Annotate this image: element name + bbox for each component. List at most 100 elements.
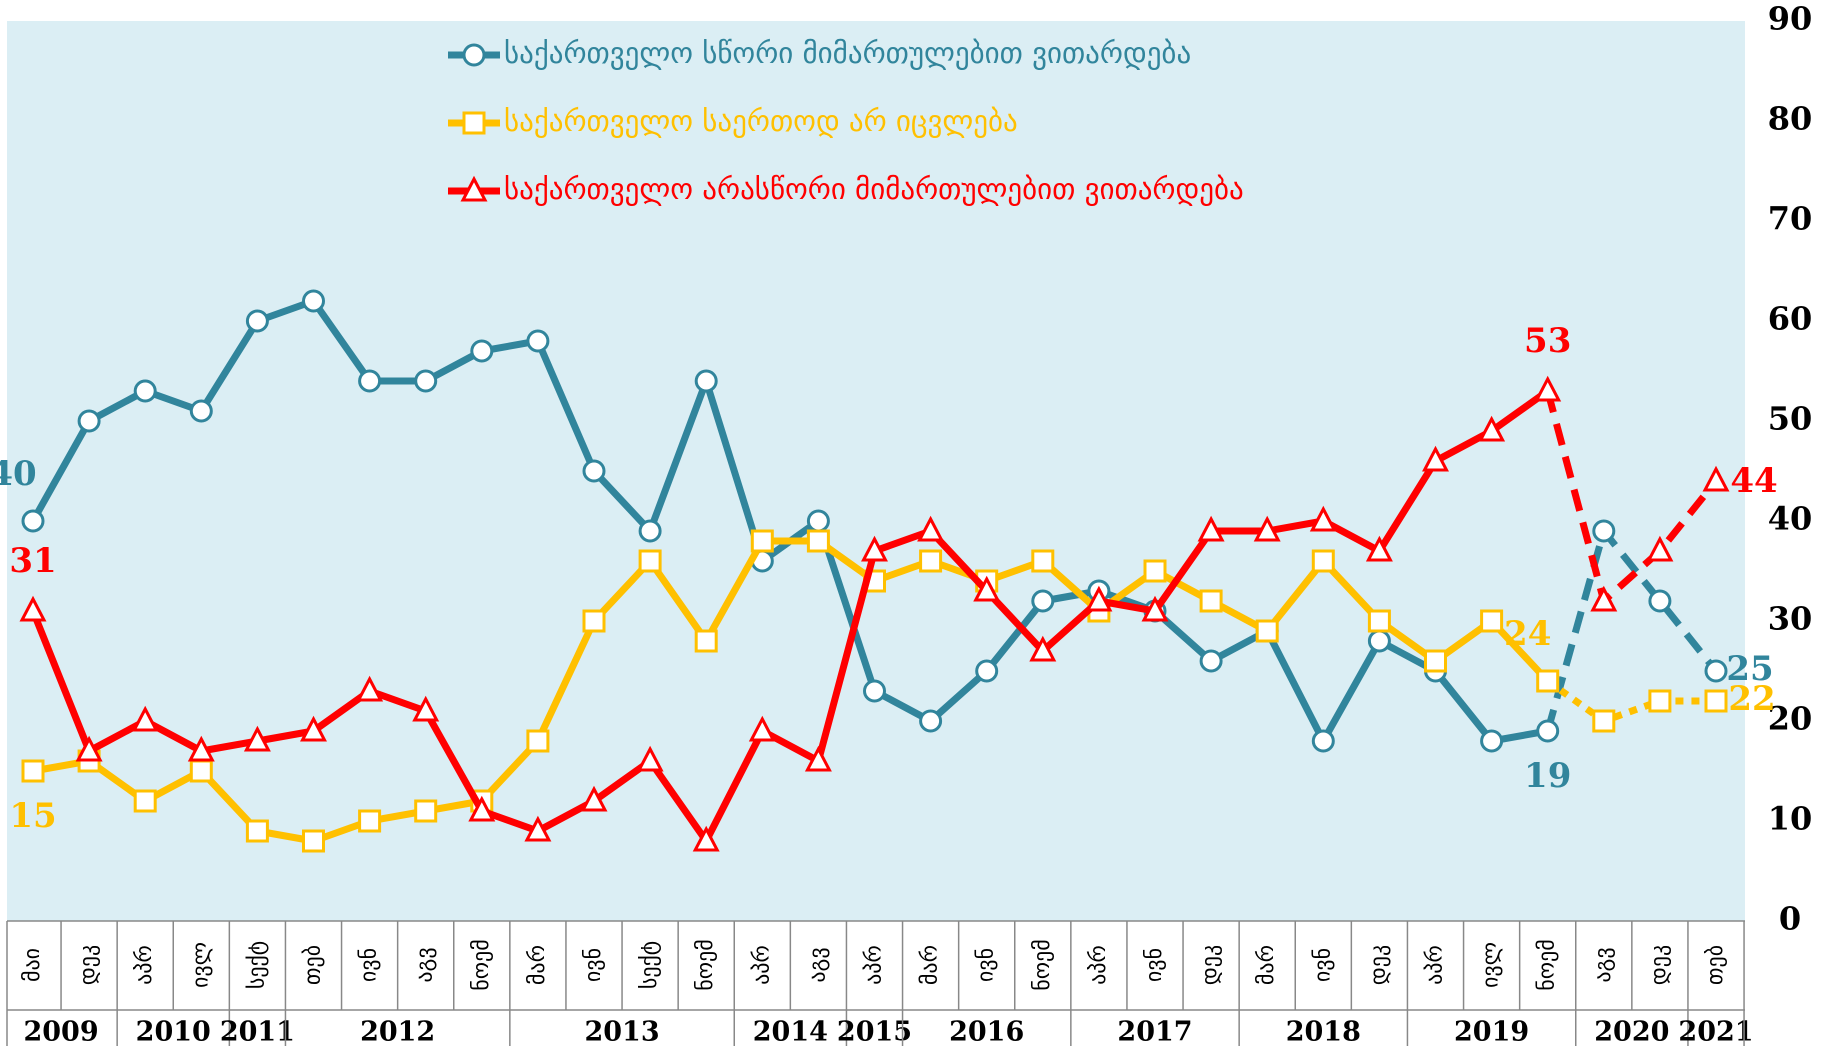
point bbox=[917, 515, 945, 542]
point bbox=[356, 675, 384, 702]
y-tick-label: 80 bbox=[1768, 100, 1813, 138]
y-tick-label: 60 bbox=[1768, 300, 1813, 338]
year-label: 2010 bbox=[136, 1017, 211, 1046]
year-label: 2015 bbox=[837, 1017, 912, 1046]
point bbox=[1199, 649, 1223, 673]
point bbox=[1197, 515, 1225, 542]
point bbox=[187, 735, 215, 762]
y-tick-label: 20 bbox=[1768, 700, 1813, 738]
point bbox=[1311, 729, 1335, 753]
line bbox=[32, 537, 1551, 845]
x-tick-label: სექტ bbox=[637, 941, 662, 989]
x-tick-label: აგვ bbox=[805, 947, 830, 982]
x-tick-label: დეკ bbox=[1647, 945, 1672, 985]
point bbox=[1590, 585, 1618, 612]
line-dashed bbox=[1544, 527, 1719, 732]
point bbox=[460, 175, 488, 202]
y-tick-label: 90 bbox=[1768, 0, 1813, 38]
y-tick-label: 50 bbox=[1768, 400, 1813, 438]
year-label: 2013 bbox=[584, 1017, 659, 1046]
data-label: 44 bbox=[1730, 461, 1777, 501]
point bbox=[1648, 589, 1672, 613]
point bbox=[919, 549, 943, 573]
y-tick-label: 40 bbox=[1768, 500, 1813, 538]
point bbox=[1085, 585, 1113, 612]
point bbox=[1480, 609, 1504, 633]
x-tick-label: აპრ bbox=[132, 945, 157, 985]
point bbox=[462, 43, 486, 67]
point bbox=[189, 759, 213, 783]
point bbox=[1592, 519, 1616, 543]
year-label: 2014 bbox=[753, 1017, 828, 1046]
point bbox=[243, 725, 271, 752]
point bbox=[580, 785, 608, 812]
point bbox=[21, 509, 45, 533]
x-tick-label: სექტ bbox=[244, 941, 269, 989]
point bbox=[1424, 649, 1447, 673]
year-label: 2017 bbox=[1117, 1017, 1192, 1046]
year-label: 2016 bbox=[949, 1017, 1024, 1046]
x-tick-label: აპრ bbox=[1423, 945, 1448, 985]
point bbox=[414, 799, 438, 823]
y-tick-label: 0 bbox=[1779, 900, 1801, 938]
point bbox=[470, 339, 494, 363]
x-tick-label: აგვ bbox=[413, 947, 438, 982]
x-tick-label: ნოემ bbox=[693, 939, 718, 990]
point bbox=[919, 709, 943, 733]
y-tick-label: 30 bbox=[1768, 600, 1813, 638]
point bbox=[806, 509, 830, 533]
year-label: 2009 bbox=[23, 1017, 98, 1046]
year-label: 2020 bbox=[1594, 1017, 1669, 1046]
point bbox=[582, 609, 606, 633]
point bbox=[77, 409, 101, 433]
point bbox=[302, 289, 325, 313]
point bbox=[75, 735, 103, 762]
point bbox=[1031, 589, 1055, 613]
point bbox=[1536, 719, 1560, 743]
x-tick-label: მარ bbox=[918, 945, 943, 985]
point bbox=[582, 459, 606, 483]
point bbox=[1704, 689, 1728, 713]
legend-label: საქართველო არასწორი მიმართულებით ვითარდე… bbox=[504, 172, 1244, 206]
point bbox=[1255, 619, 1279, 643]
year-label: 2011 bbox=[220, 1017, 295, 1046]
y-tick-label: 10 bbox=[1768, 800, 1813, 838]
point bbox=[302, 829, 325, 853]
point bbox=[1031, 549, 1055, 573]
plot-area bbox=[7, 21, 1745, 921]
data-label: 19 bbox=[1524, 756, 1571, 796]
point bbox=[1536, 669, 1560, 693]
x-tick-label: ივნ bbox=[1142, 948, 1167, 982]
data-label: 31 bbox=[9, 541, 56, 581]
x-tick-label: ნოემ bbox=[1030, 939, 1055, 990]
point bbox=[1702, 465, 1730, 492]
point bbox=[300, 715, 327, 742]
data-label: 25 bbox=[1726, 649, 1773, 689]
point bbox=[524, 815, 552, 842]
x-tick-label: ნოემ bbox=[1535, 939, 1560, 990]
x-tick-label: თებ bbox=[1703, 945, 1728, 985]
point bbox=[692, 825, 720, 852]
x-tick-label: დეკ bbox=[1366, 945, 1391, 985]
point bbox=[1592, 709, 1616, 733]
x-tick-label: მარ bbox=[525, 945, 550, 985]
point bbox=[358, 809, 382, 833]
data-label: 22 bbox=[1728, 679, 1775, 719]
data-label: 40 bbox=[0, 454, 37, 494]
point bbox=[133, 379, 157, 403]
point bbox=[1311, 549, 1335, 573]
point bbox=[750, 529, 774, 553]
point bbox=[462, 111, 486, 135]
point bbox=[1478, 415, 1506, 442]
point bbox=[1646, 535, 1674, 562]
point bbox=[806, 529, 830, 553]
legend-label: საქართველო სწორი მიმართულებით ვითარდება bbox=[504, 36, 1191, 70]
y-tick-label: 70 bbox=[1768, 200, 1813, 238]
x-tick-label: ივლ bbox=[1479, 942, 1504, 988]
point bbox=[1422, 445, 1449, 472]
x-tick-label: მარ bbox=[1254, 945, 1279, 985]
point bbox=[1141, 595, 1169, 622]
point bbox=[804, 745, 832, 772]
point bbox=[1199, 589, 1223, 613]
point bbox=[133, 789, 157, 813]
